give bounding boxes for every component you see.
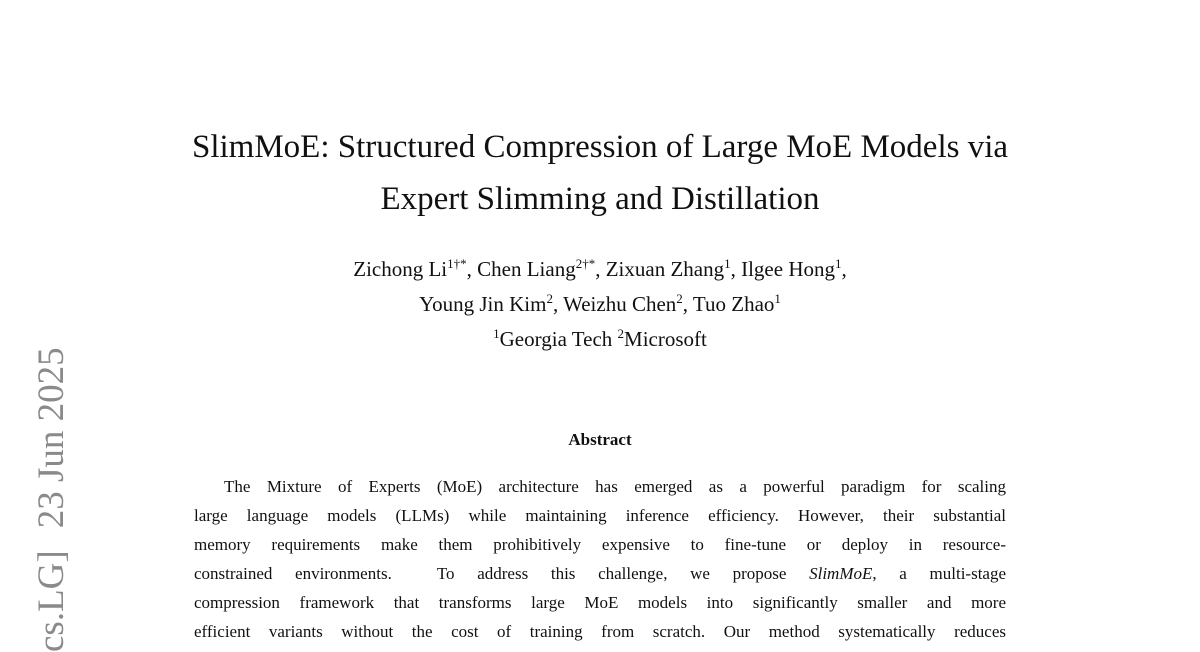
author-sep: , — [682, 292, 689, 316]
abstract-line: compression framework that transforms la… — [194, 588, 1006, 617]
author-mark: 1†* — [447, 256, 467, 271]
abstract-body: The Mixture of Experts (MoE) architectur… — [194, 472, 1006, 646]
author-sep: , — [730, 257, 736, 281]
affiliation-mark: 2 — [617, 326, 625, 341]
abstract-line: constrained environments. To address thi… — [194, 559, 1006, 588]
abstract-text: large language models (LLMs) while maint… — [194, 506, 1006, 525]
abstract-text: efficient variants without the cost of t… — [194, 622, 1006, 641]
affiliation-name: Microsoft — [624, 327, 707, 351]
author-name: Weizhu Chen — [563, 292, 677, 316]
abstract-line: efficient variants without the cost of t… — [194, 617, 1006, 646]
abstract-text: The Mixture of Experts (MoE) architectur… — [224, 477, 1006, 496]
affiliation-mark: 1 — [493, 326, 500, 341]
author-line: Young Jin Kim2, Weizhu Chen2, Tuo Zhao1 — [0, 288, 1200, 323]
author-mark: 1 — [774, 291, 781, 306]
abstract-heading: Abstract — [568, 430, 632, 449]
paper-title: SlimMoE: Structured Compression of Large… — [0, 121, 1200, 225]
author-sep: , — [841, 257, 847, 281]
arxiv-stamp: cs.LG]23 Jun 2025 — [30, 347, 73, 652]
author-mark: 1 — [835, 256, 842, 271]
abstract-text: memory requirements make them prohibitiv… — [194, 535, 1006, 554]
stamp-category: cs.LG] — [31, 550, 72, 652]
affiliation-line: 1Georgia Tech 2Microsoft — [0, 323, 1200, 358]
abstract-line: large language models (LLMs) while maint… — [194, 501, 1006, 530]
author-mark: 2 — [676, 291, 683, 306]
abstract-text: SlimMoE — [809, 564, 873, 583]
abstract-line: memory requirements make them prohibitiv… — [194, 530, 1006, 559]
author-name: Zichong Li — [353, 257, 448, 281]
title-line: SlimMoE: Structured Compression of Large… — [191, 129, 1009, 165]
abstract-text: constrained environments. To address thi… — [194, 564, 810, 583]
author-sep: , — [552, 292, 559, 316]
author-block: Zichong Li1†*, Chen Liang2†*, Zixuan Zha… — [0, 253, 1200, 358]
author-line: Zichong Li1†*, Chen Liang2†*, Zixuan Zha… — [0, 253, 1200, 288]
author-name: Chen Liang — [477, 257, 576, 281]
author-sep: , — [595, 257, 601, 281]
author-mark: 2 — [546, 291, 553, 306]
title-line: Expert Slimming and Distillation — [380, 181, 820, 217]
author-mark: 2†* — [575, 256, 596, 271]
affiliation-name: Georgia Tech — [499, 327, 613, 351]
author-name: Young Jin Kim — [419, 292, 547, 316]
abstract-text: compression framework that transforms la… — [194, 593, 1006, 612]
author-sep: , — [466, 257, 472, 281]
abstract-line: The Mixture of Experts (MoE) architectur… — [194, 472, 1006, 501]
author-name: Ilgee Hong — [741, 257, 835, 281]
author-mark: 1 — [724, 256, 731, 271]
abstract-text: , a multi-stage — [872, 564, 1007, 583]
author-name: Zixuan Zhang — [605, 257, 725, 281]
author-name: Tuo Zhao — [692, 292, 775, 316]
